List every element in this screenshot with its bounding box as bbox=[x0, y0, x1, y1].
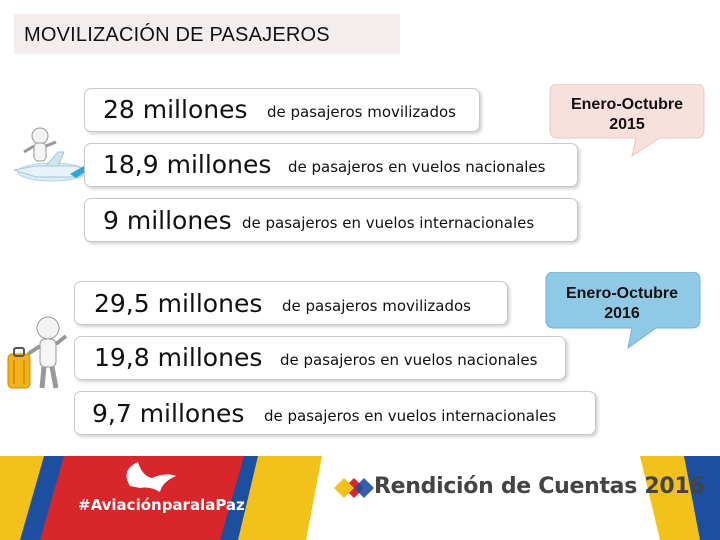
period-badge-2015: Enero-Octubre 2015 bbox=[552, 95, 702, 135]
badge-2016-label: Enero-Octubre bbox=[565, 285, 678, 302]
stat-2016-domestic-value: 19,8 millones bbox=[94, 343, 263, 372]
stat-2015-domestic-value: 18,9 millones bbox=[103, 150, 272, 179]
badge-2015-label: Enero-Octubre bbox=[570, 96, 683, 113]
stat-2015-international-value: 9 millones bbox=[103, 206, 232, 235]
stat-2015-international-text: de pasajeros en vuelos internacionales bbox=[242, 214, 535, 232]
stat-row-2016-international bbox=[74, 391, 596, 435]
stat-2016-international-value: 9,7 millones bbox=[92, 399, 245, 428]
stat-row-2016-total bbox=[74, 281, 508, 325]
dove-icon bbox=[126, 462, 176, 492]
stat-row-2015-total bbox=[84, 88, 480, 132]
speech-bubble-2016-icon bbox=[545, 272, 701, 350]
stat-row-2015-domestic bbox=[84, 143, 578, 187]
stat-2016-domestic-text: de pasajeros en vuelos nacionales bbox=[280, 351, 538, 369]
title-background bbox=[14, 14, 400, 54]
footer-report-title: Rendición de Cuentas 2016 bbox=[374, 474, 705, 499]
stat-2016-total-text: de pasajeros movilizados bbox=[282, 297, 471, 315]
stat-row-2015-international bbox=[84, 198, 578, 242]
stat-2015-total-value: 28 millones bbox=[103, 95, 248, 124]
badge-2016-year: 2016 bbox=[604, 305, 640, 322]
stat-row-2016-domestic bbox=[74, 336, 566, 380]
speech-bubble-2015-icon bbox=[549, 84, 705, 158]
page-title: MOVILIZACIÓN DE PASAJEROS bbox=[24, 24, 330, 46]
footer-banner bbox=[0, 456, 720, 540]
badge-2015-year: 2015 bbox=[609, 116, 645, 133]
stat-2016-total-value: 29,5 millones bbox=[94, 289, 263, 318]
footer-hashtag: #AviaciónparalaPaz bbox=[78, 496, 245, 514]
stat-2015-total-text: de pasajeros movilizados bbox=[267, 103, 456, 121]
traveler-figure-icon bbox=[7, 316, 68, 389]
stat-2016-international-text: de pasajeros en vuelos internacionales bbox=[264, 407, 557, 425]
period-badge-2016: Enero-Octubre 2016 bbox=[546, 284, 698, 324]
stat-2015-domestic-text: de pasajeros en vuelos nacionales bbox=[288, 158, 546, 176]
